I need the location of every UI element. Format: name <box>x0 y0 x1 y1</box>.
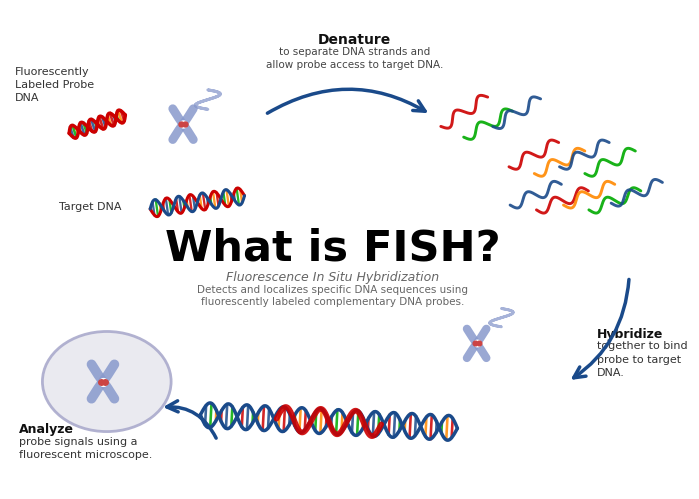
Text: Hybridize: Hybridize <box>597 328 663 341</box>
Text: Detects and localizes specific DNA sequences using: Detects and localizes specific DNA seque… <box>197 285 468 295</box>
Text: probe signals using a
fluorescent microscope.: probe signals using a fluorescent micros… <box>19 437 152 460</box>
Text: Target DNA: Target DNA <box>59 202 122 212</box>
Ellipse shape <box>43 331 171 432</box>
Text: Fluorescently
Labeled Probe
DNA: Fluorescently Labeled Probe DNA <box>15 67 94 103</box>
Text: to separate DNA strands and
allow probe access to target DNA.: to separate DNA strands and allow probe … <box>266 47 443 70</box>
Text: Analyze: Analyze <box>19 424 74 437</box>
Text: Denature: Denature <box>318 32 391 46</box>
Text: fluorescently labeled complementary DNA probes.: fluorescently labeled complementary DNA … <box>201 297 464 307</box>
Text: What is FISH?: What is FISH? <box>165 227 500 269</box>
Text: Fluorescence In Situ Hybridization: Fluorescence In Situ Hybridization <box>226 271 439 284</box>
Text: together to bind
probe to target
DNA.: together to bind probe to target DNA. <box>597 341 687 378</box>
